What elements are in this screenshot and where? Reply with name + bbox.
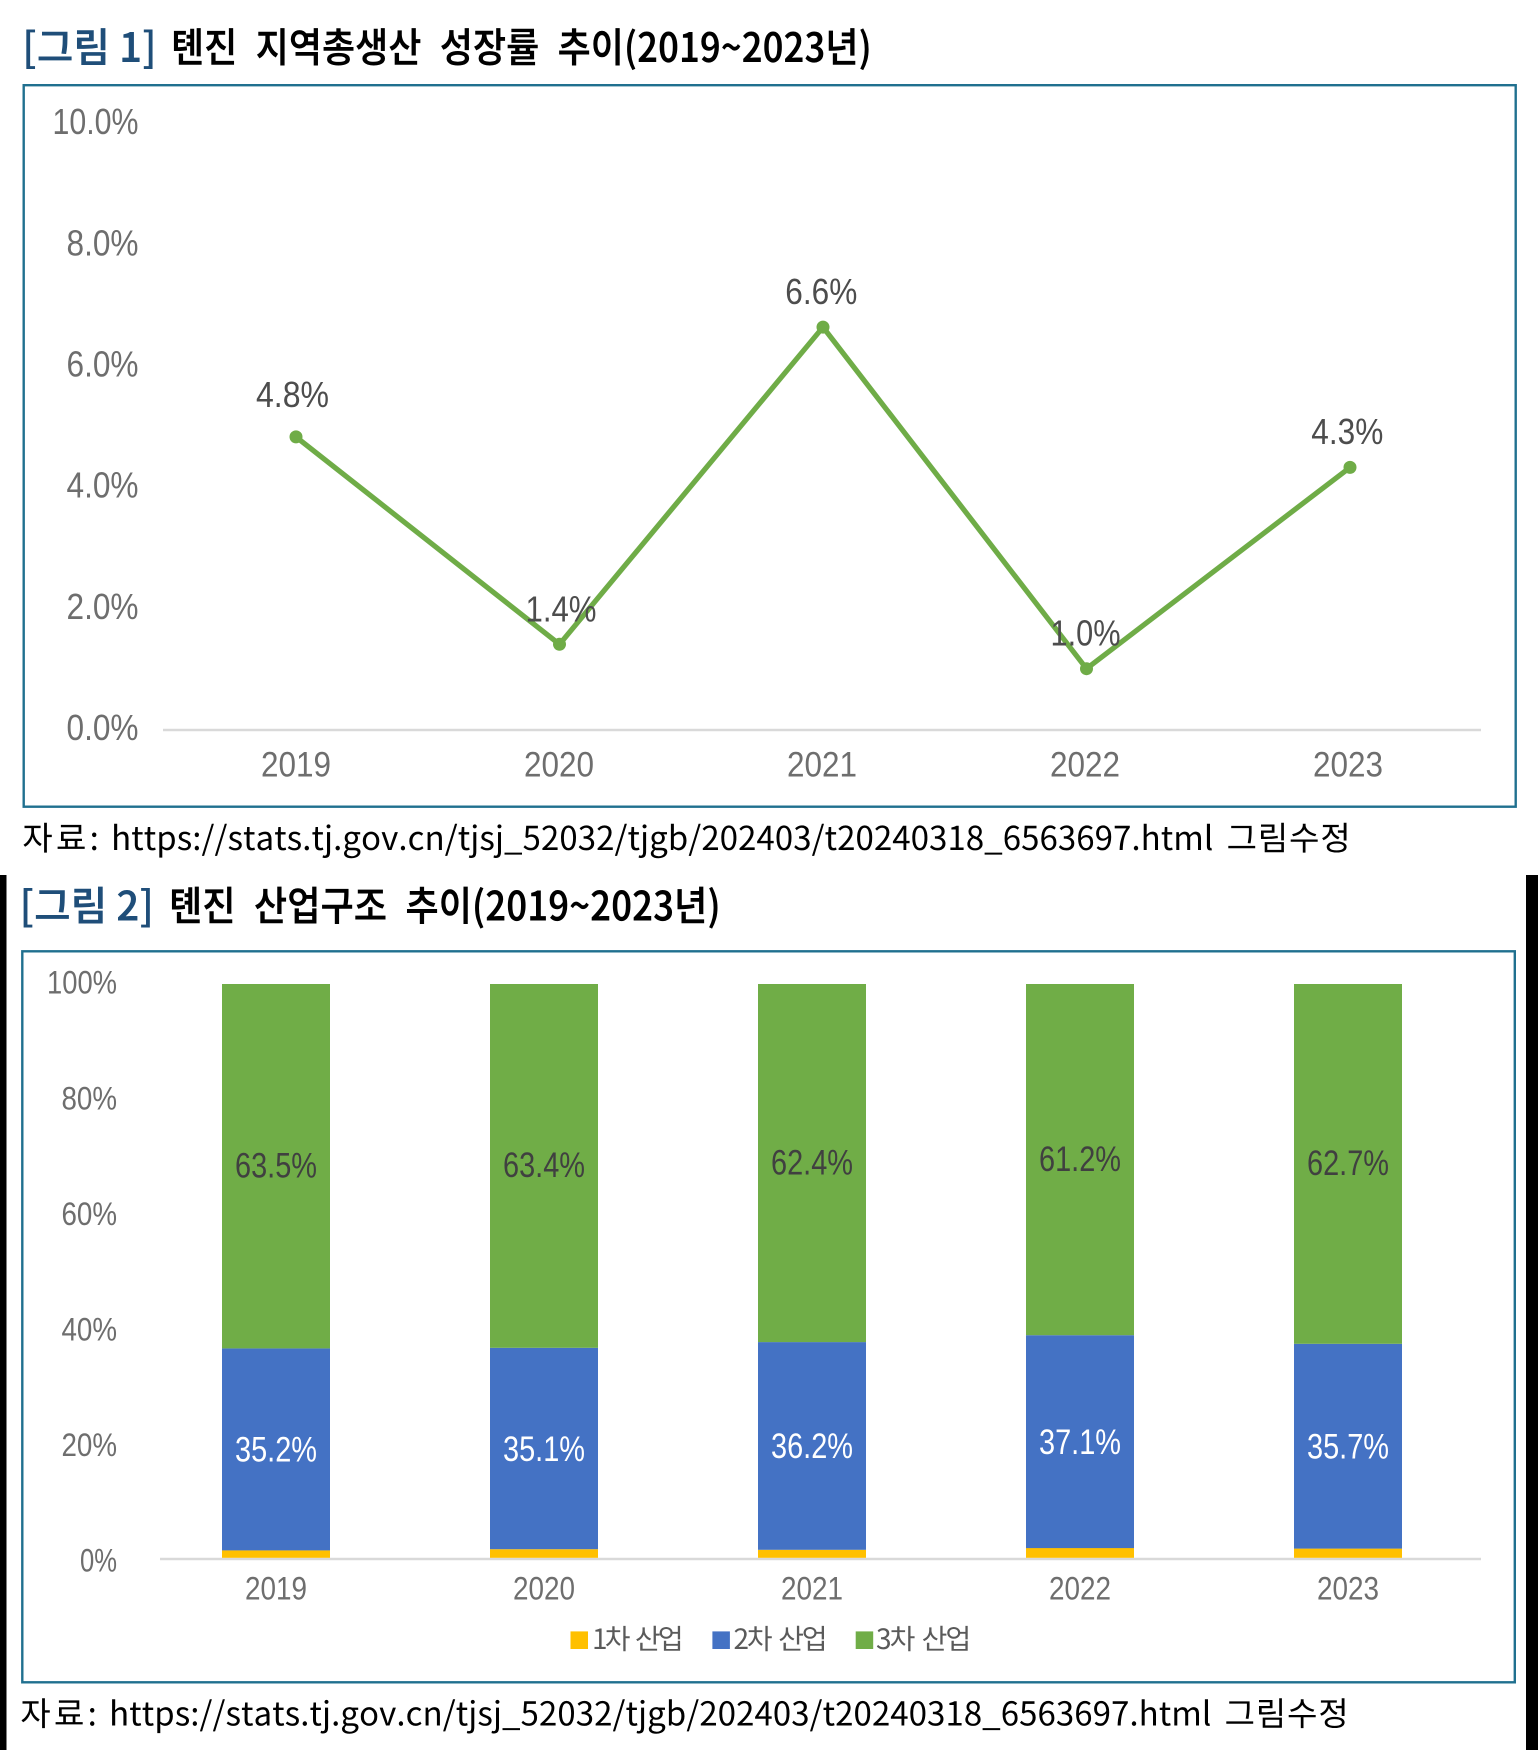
- svg-text:2022: 2022: [1050, 745, 1120, 784]
- svg-text:6.0%: 6.0%: [67, 344, 139, 385]
- svg-text:35.7%: 35.7%: [1307, 1428, 1389, 1467]
- svg-text:63.4%: 63.4%: [503, 1146, 585, 1185]
- svg-text:2023: 2023: [1317, 1570, 1379, 1606]
- svg-text:1.0%: 1.0%: [1051, 613, 1121, 654]
- svg-text:2021: 2021: [787, 745, 857, 784]
- svg-text:80%: 80%: [62, 1080, 118, 1116]
- svg-text:4.0%: 4.0%: [67, 465, 139, 506]
- svg-text:4.3%: 4.3%: [1311, 411, 1383, 452]
- svg-text:2022: 2022: [1049, 1570, 1111, 1606]
- svg-text:6.6%: 6.6%: [785, 271, 857, 312]
- svg-text:1.4%: 1.4%: [526, 588, 597, 629]
- svg-text:62.7%: 62.7%: [1307, 1144, 1389, 1183]
- svg-text:2019: 2019: [261, 745, 331, 784]
- svg-text:20%: 20%: [62, 1427, 118, 1463]
- svg-text:10.0%: 10.0%: [53, 101, 139, 142]
- svg-text:2020: 2020: [524, 745, 594, 784]
- svg-text:2.0%: 2.0%: [67, 586, 139, 627]
- svg-text:8.0%: 8.0%: [67, 222, 139, 263]
- svg-text:100%: 100%: [47, 965, 117, 1001]
- svg-text:37.1%: 37.1%: [1039, 1423, 1121, 1462]
- svg-text:36.2%: 36.2%: [771, 1427, 853, 1466]
- svg-text:2021: 2021: [781, 1570, 843, 1606]
- svg-text:0.0%: 0.0%: [67, 707, 139, 748]
- svg-text:61.2%: 61.2%: [1039, 1140, 1121, 1179]
- svg-text:35.2%: 35.2%: [235, 1431, 317, 1470]
- svg-text:40%: 40%: [62, 1312, 118, 1348]
- svg-text:2020: 2020: [513, 1570, 575, 1606]
- svg-text:60%: 60%: [62, 1196, 118, 1232]
- svg-text:62.4%: 62.4%: [771, 1143, 853, 1182]
- svg-text:0%: 0%: [80, 1543, 117, 1579]
- svg-text:35.1%: 35.1%: [503, 1430, 585, 1469]
- svg-text:4.8%: 4.8%: [256, 374, 329, 415]
- svg-text:2023: 2023: [1313, 745, 1383, 784]
- svg-text:2019: 2019: [245, 1570, 307, 1606]
- svg-text:63.5%: 63.5%: [235, 1147, 317, 1186]
